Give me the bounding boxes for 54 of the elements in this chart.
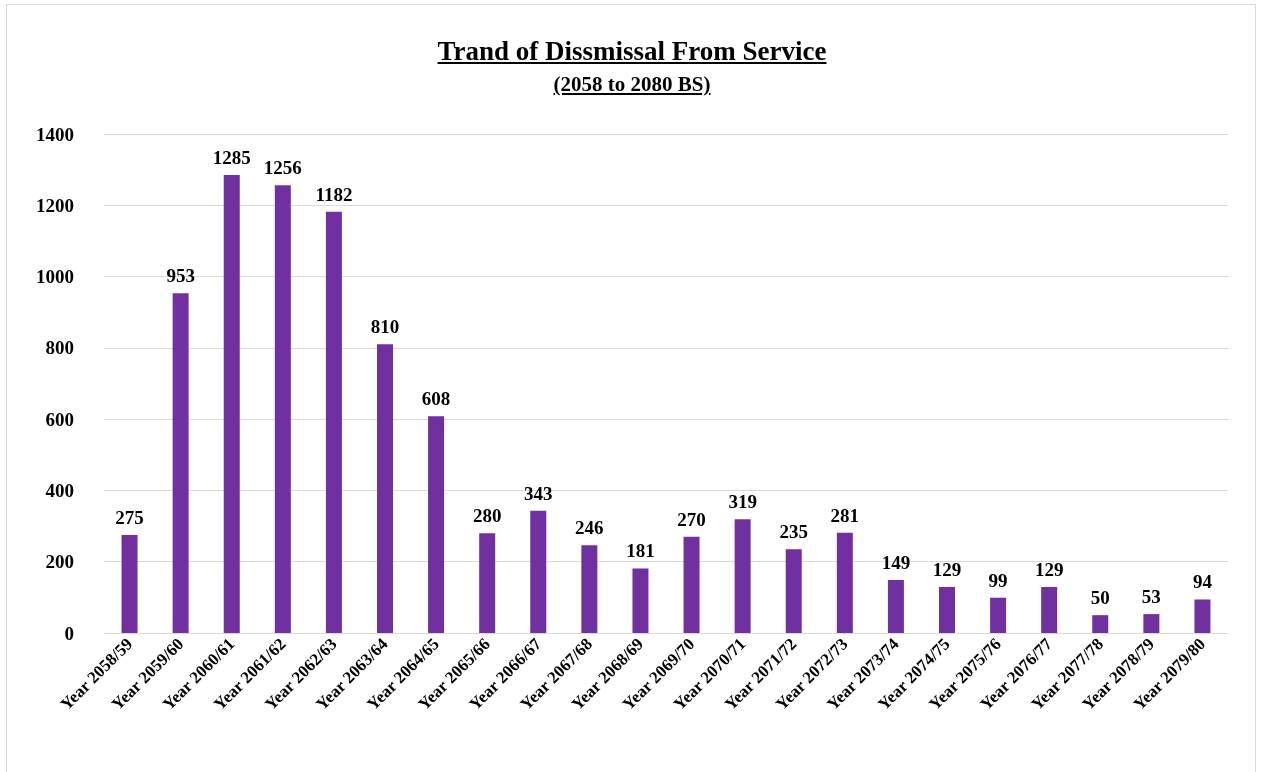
data-label: 275 bbox=[115, 506, 144, 528]
data-label: 280 bbox=[472, 505, 502, 527]
bar bbox=[1143, 614, 1160, 633]
bar bbox=[428, 416, 445, 633]
data-label: 608 bbox=[421, 388, 451, 410]
y-tick-label: 600 bbox=[45, 408, 74, 430]
data-label: 53 bbox=[1141, 586, 1161, 608]
bar bbox=[377, 344, 393, 633]
bar bbox=[939, 587, 955, 633]
bar bbox=[1041, 587, 1058, 633]
bar bbox=[632, 568, 649, 633]
data-label: 129 bbox=[1034, 559, 1064, 581]
data-label: 281 bbox=[830, 504, 860, 526]
bar bbox=[887, 579, 904, 633]
bar bbox=[223, 174, 240, 633]
data-label: 149 bbox=[881, 551, 911, 573]
data-label: 235 bbox=[779, 521, 808, 543]
bar bbox=[785, 549, 802, 633]
bar bbox=[479, 533, 496, 633]
data-label: 1285 bbox=[212, 146, 251, 168]
data-label: 181 bbox=[626, 540, 655, 562]
bar bbox=[990, 597, 1007, 633]
y-tick-label: 200 bbox=[45, 551, 74, 573]
data-label: 246 bbox=[575, 517, 604, 539]
data-label: 99 bbox=[988, 569, 1008, 591]
data-label: 810 bbox=[370, 316, 400, 338]
data-label: 94 bbox=[1192, 571, 1213, 593]
data-label: 1256 bbox=[263, 157, 302, 179]
y-tick-label: 1200 bbox=[36, 194, 74, 216]
bar bbox=[530, 510, 547, 633]
bar bbox=[836, 532, 853, 633]
bar bbox=[1194, 599, 1211, 633]
y-tick-label: 1000 bbox=[36, 266, 74, 288]
data-label: 50 bbox=[1090, 587, 1110, 609]
y-tick-label: 800 bbox=[45, 337, 74, 359]
data-label: 319 bbox=[728, 491, 757, 513]
bar bbox=[172, 293, 189, 633]
y-tick-label: 0 bbox=[64, 622, 74, 644]
bar bbox=[581, 545, 598, 633]
data-label: 343 bbox=[524, 482, 553, 504]
bar bbox=[683, 536, 700, 633]
data-label: 270 bbox=[677, 508, 706, 530]
bar bbox=[325, 211, 342, 633]
data-label: 1182 bbox=[315, 183, 353, 205]
data-label: 129 bbox=[932, 559, 962, 581]
bar bbox=[734, 519, 751, 633]
bar bbox=[1092, 615, 1109, 633]
y-tick-label: 1400 bbox=[36, 123, 74, 145]
chart-subtitle: (2058 to 2080 BS) bbox=[552, 72, 712, 97]
y-tick-label: 400 bbox=[45, 479, 74, 501]
data-label: 953 bbox=[166, 265, 195, 287]
bar bbox=[121, 534, 138, 633]
bar bbox=[274, 185, 291, 633]
chart-title: Trand of Dissmissal From Service bbox=[436, 36, 828, 67]
